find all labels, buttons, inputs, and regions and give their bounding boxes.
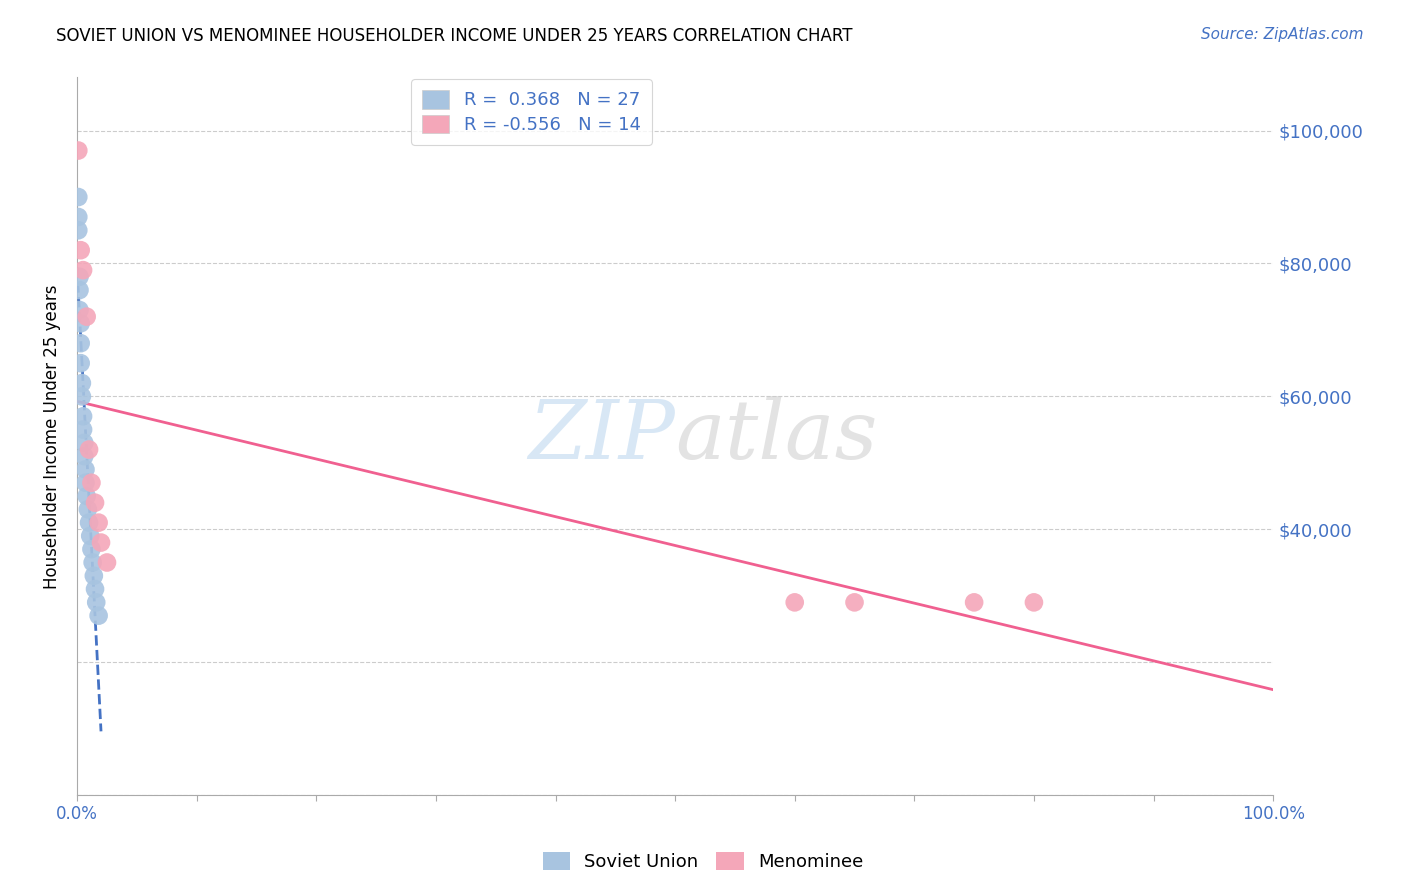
Legend: R =  0.368   N = 27, R = -0.556   N = 14: R = 0.368 N = 27, R = -0.556 N = 14 <box>412 79 652 145</box>
Point <box>69 356 91 370</box>
Point <box>963 595 986 609</box>
Point <box>87 608 110 623</box>
Point <box>80 542 103 557</box>
Point <box>67 144 90 158</box>
Point <box>783 595 806 609</box>
Point <box>84 595 107 609</box>
Point <box>75 462 97 476</box>
Point <box>69 243 91 257</box>
Point <box>77 442 100 457</box>
Text: ZIP: ZIP <box>529 396 675 476</box>
Point <box>70 389 93 403</box>
Point <box>84 582 107 596</box>
Point <box>1022 595 1045 609</box>
Point <box>80 475 103 490</box>
Point <box>73 449 96 463</box>
Point <box>72 409 94 424</box>
Point <box>70 376 93 390</box>
Point <box>844 595 866 609</box>
Point <box>69 316 91 330</box>
Point <box>67 223 90 237</box>
Text: SOVIET UNION VS MENOMINEE HOUSEHOLDER INCOME UNDER 25 YEARS CORRELATION CHART: SOVIET UNION VS MENOMINEE HOUSEHOLDER IN… <box>56 27 853 45</box>
Point <box>72 263 94 277</box>
Point <box>76 310 98 324</box>
Point <box>67 190 90 204</box>
Point <box>75 475 97 490</box>
Point <box>72 423 94 437</box>
Point <box>79 529 101 543</box>
Point <box>77 516 100 530</box>
Legend: Soviet Union, Menominee: Soviet Union, Menominee <box>536 845 870 879</box>
Point <box>96 556 118 570</box>
Point <box>76 489 98 503</box>
Point <box>69 336 91 351</box>
Text: atlas: atlas <box>675 396 877 476</box>
Point <box>67 210 90 224</box>
Point <box>69 269 91 284</box>
Point <box>73 436 96 450</box>
Point <box>76 502 98 516</box>
Point <box>87 516 110 530</box>
Y-axis label: Householder Income Under 25 years: Householder Income Under 25 years <box>44 284 60 589</box>
Point <box>69 303 91 318</box>
Point <box>69 283 91 297</box>
Point <box>84 496 107 510</box>
Point <box>90 535 112 549</box>
Point <box>82 556 104 570</box>
Point <box>83 569 105 583</box>
Text: Source: ZipAtlas.com: Source: ZipAtlas.com <box>1201 27 1364 42</box>
